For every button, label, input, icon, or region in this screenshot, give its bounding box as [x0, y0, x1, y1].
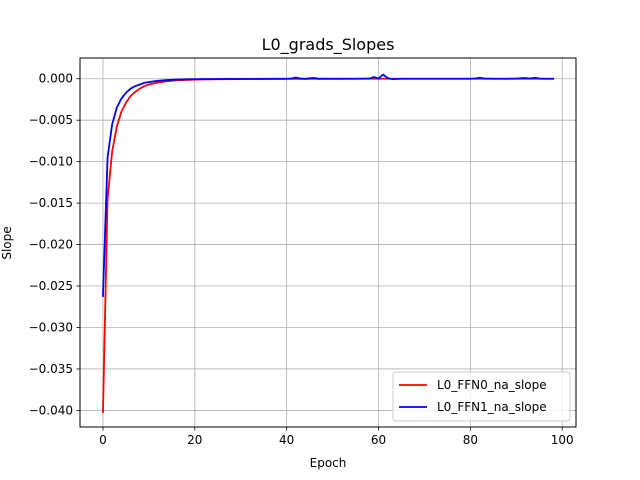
- y-tick-label: −0.020: [29, 238, 73, 252]
- legend-box: [392, 371, 571, 422]
- chart-title: L0_grads_Slopes: [262, 35, 395, 55]
- x-tick-label: 80: [463, 433, 478, 447]
- y-tick-label: −0.030: [29, 320, 73, 334]
- x-tick-label: 60: [371, 433, 386, 447]
- y-tick-label: −0.040: [29, 403, 73, 417]
- grid: [80, 58, 576, 427]
- y-axis-label: Slope: [0, 226, 14, 259]
- x-axis-label: Epoch: [310, 456, 347, 470]
- series-layer: [102, 73, 554, 413]
- plot-frame: [79, 57, 577, 428]
- series-line-ffn1: [102, 73, 554, 297]
- y-tick-label: −0.025: [29, 279, 73, 293]
- legend-label-ffn1: L0_FFN1_na_slope: [437, 400, 547, 414]
- legend: L0_FFN0_na_slope L0_FFN1_na_slope: [392, 371, 571, 422]
- y-tick-label: −0.010: [29, 155, 73, 169]
- y-tick-label: −0.005: [29, 113, 73, 127]
- y-tick-label: −0.015: [29, 196, 73, 210]
- x-tick-label: 20: [187, 433, 202, 447]
- y-tick-label: −0.035: [29, 362, 73, 376]
- y-tick-label: 0.000: [39, 72, 73, 86]
- x-axis: 0 20 40 60 80 100: [99, 427, 574, 447]
- x-tick-label: 100: [551, 433, 574, 447]
- x-tick-label: 0: [99, 433, 107, 447]
- x-tick-label: 40: [279, 433, 294, 447]
- legend-label-ffn0: L0_FFN0_na_slope: [437, 378, 547, 392]
- y-axis: 0.000 −0.005 −0.010 −0.015 −0.020 −0.025 −0.03…: [29, 72, 80, 417]
